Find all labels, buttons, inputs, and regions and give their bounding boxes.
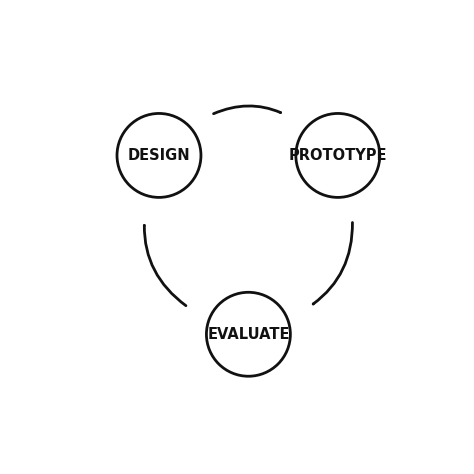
FancyArrowPatch shape bbox=[144, 226, 186, 306]
Text: PROTOTYPE: PROTOTYPE bbox=[289, 148, 387, 163]
Text: DESIGN: DESIGN bbox=[128, 148, 190, 163]
FancyArrowPatch shape bbox=[214, 106, 281, 114]
Circle shape bbox=[206, 292, 291, 376]
Text: EVALUATE: EVALUATE bbox=[207, 327, 290, 342]
Circle shape bbox=[296, 113, 380, 197]
Circle shape bbox=[117, 113, 201, 197]
FancyArrowPatch shape bbox=[313, 222, 353, 304]
